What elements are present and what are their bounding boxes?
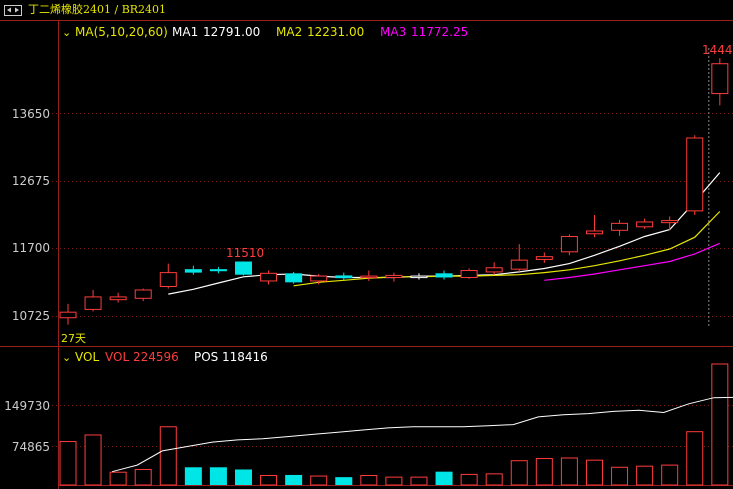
price-legend-arrow-icon[interactable]: ⌄ bbox=[62, 26, 71, 39]
vol-legend-arrow-icon[interactable]: ⌄ bbox=[62, 351, 71, 364]
price-tick-label: 10725 bbox=[12, 309, 50, 323]
ma3-label: MA3 bbox=[380, 25, 406, 39]
split-window-icon[interactable] bbox=[4, 3, 22, 17]
volume-tick-label: 149730 bbox=[4, 399, 50, 413]
candle-body-up bbox=[510, 259, 528, 270]
ma3-value: 11772.25 bbox=[411, 25, 468, 39]
candle-body-down bbox=[335, 275, 353, 279]
days-label: 27天 bbox=[61, 332, 86, 345]
contract-title: 丁二烯橡胶2401 / BR2401 bbox=[28, 3, 167, 16]
ma2-label: MA2 bbox=[276, 25, 302, 39]
volume-bar-down bbox=[184, 467, 202, 485]
volume-bar-up bbox=[310, 475, 328, 486]
candle-body-down bbox=[435, 273, 453, 278]
ma1-value: 12791.00 bbox=[203, 25, 260, 39]
grid-layer bbox=[52, 48, 733, 447]
volume-bar-up bbox=[510, 460, 528, 486]
candle-body-up bbox=[360, 275, 378, 279]
volume-tick-label: 74865 bbox=[12, 440, 50, 454]
volume-bar-up bbox=[59, 441, 77, 486]
high-annotation: 14440 bbox=[702, 43, 733, 57]
volume-bar-up bbox=[535, 458, 553, 486]
candle-body-up bbox=[385, 274, 403, 278]
pos-label: POS bbox=[194, 350, 218, 364]
volume-bar-up bbox=[84, 434, 102, 486]
price-tick-label: 13650 bbox=[12, 107, 50, 121]
volume-bar-down bbox=[285, 474, 303, 485]
candle-body-up bbox=[310, 275, 328, 282]
candle-body-up bbox=[585, 230, 603, 235]
candle-body-up bbox=[711, 63, 729, 95]
candle-body-down bbox=[209, 269, 227, 272]
ma3-line bbox=[544, 242, 721, 281]
volume-bar-up bbox=[134, 468, 152, 486]
candle-body-up bbox=[59, 311, 77, 319]
volume-bar-up bbox=[485, 473, 503, 486]
candle-body-down bbox=[285, 273, 303, 283]
candle-layer bbox=[59, 58, 729, 325]
volume-bar-down bbox=[234, 469, 252, 485]
volume-bar-up bbox=[585, 459, 603, 486]
ma2-value: 12231.00 bbox=[307, 25, 364, 39]
candle-body-up bbox=[109, 296, 127, 301]
candle-body-down bbox=[234, 261, 252, 275]
candle-body-up bbox=[535, 256, 553, 260]
volume-bar-up bbox=[686, 431, 704, 486]
volume-layer bbox=[59, 363, 733, 486]
volume-bar-down bbox=[435, 471, 453, 485]
price-indicator-label[interactable]: MA(5,10,20,60) bbox=[75, 25, 168, 39]
volume-bar-up bbox=[360, 474, 378, 486]
candle-body-up bbox=[686, 137, 704, 212]
ma2-line bbox=[293, 211, 721, 287]
vol-value: 224596 bbox=[133, 350, 179, 364]
candle-body-down bbox=[184, 269, 202, 273]
vol-label: VOL bbox=[105, 350, 129, 364]
title-bar: 丁二烯橡胶2401 / BR2401 bbox=[0, 0, 733, 20]
candle-body-up bbox=[84, 296, 102, 310]
volume-bar-up bbox=[385, 476, 403, 486]
volume-bar-up bbox=[636, 465, 654, 486]
volume-bar-up bbox=[661, 464, 679, 486]
low-annotation: 11510 bbox=[226, 246, 264, 260]
volume-bar-up bbox=[109, 471, 127, 486]
candle-body-up bbox=[636, 221, 654, 228]
candle-body-up bbox=[460, 270, 478, 278]
candle-body-up bbox=[485, 267, 503, 273]
volume-bar-up bbox=[460, 473, 478, 486]
price-tick-label: 12675 bbox=[12, 174, 50, 188]
candle-body-up bbox=[611, 222, 629, 231]
vol-indicator-label[interactable]: VOL bbox=[75, 350, 99, 364]
volume-bar-up bbox=[410, 476, 428, 486]
ma1-label: MA1 bbox=[172, 25, 198, 39]
volume-bar-up bbox=[711, 363, 729, 486]
candle-body-up bbox=[159, 272, 177, 288]
price-tick-label: 11700 bbox=[12, 241, 50, 255]
volume-bar-up bbox=[260, 474, 278, 486]
candle-body-up bbox=[260, 272, 278, 282]
volume-bar-up bbox=[159, 426, 177, 486]
candle-body-up bbox=[661, 220, 679, 224]
volume-bar-down bbox=[335, 477, 353, 485]
volume-bar-up bbox=[611, 466, 629, 486]
open-interest-line bbox=[111, 396, 733, 473]
volume-bar-up bbox=[560, 457, 578, 486]
volume-bar-down bbox=[209, 467, 227, 485]
candle-body-up bbox=[410, 275, 428, 279]
candle-body-up bbox=[134, 289, 152, 299]
pos-value: 118416 bbox=[222, 350, 268, 364]
candle-body-up bbox=[560, 236, 578, 253]
